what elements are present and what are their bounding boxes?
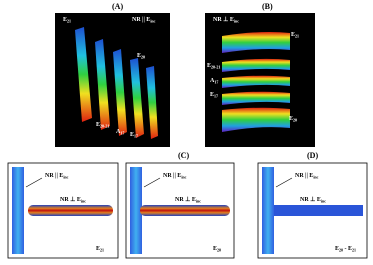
subscript: 20-21 bbox=[100, 124, 109, 129]
subscript: 17 bbox=[214, 80, 218, 85]
subscript: inc bbox=[63, 175, 68, 180]
subscript: 20 bbox=[217, 248, 221, 253]
annotation-text: A bbox=[116, 129, 121, 135]
annotation: NR || Einc bbox=[295, 173, 319, 180]
annotation-text: NR ⊥ E bbox=[300, 196, 321, 203]
annotation: E20 bbox=[213, 246, 221, 253]
annotation-text: E bbox=[63, 17, 67, 23]
annotation-text: E bbox=[291, 32, 295, 38]
annotation: E21 bbox=[96, 246, 104, 253]
annotation-text: E bbox=[207, 63, 211, 69]
ribbons-a bbox=[75, 27, 158, 139]
annotation: NR ⊥ Einc bbox=[213, 16, 239, 24]
annotation-text: E bbox=[130, 132, 134, 138]
horizontal-rod bbox=[274, 205, 363, 216]
subscript: inc bbox=[81, 199, 86, 204]
subscript: 21 bbox=[352, 248, 356, 253]
horizontal-rod bbox=[140, 205, 230, 216]
subscript: 21 bbox=[100, 248, 104, 253]
annotation-text: E bbox=[335, 246, 339, 252]
annotation: A17 bbox=[116, 129, 124, 136]
annotation: E20 - E21 bbox=[335, 246, 356, 253]
annotation: E17 bbox=[130, 132, 138, 139]
panel-label: (C) bbox=[178, 151, 189, 160]
annotation: E21 bbox=[291, 32, 299, 39]
annotation-text: NR || E bbox=[132, 17, 150, 23]
subscript: inc bbox=[234, 19, 239, 24]
subscript: inc bbox=[181, 175, 186, 180]
subscript: inc bbox=[196, 199, 201, 204]
vertical-rod bbox=[12, 167, 24, 254]
subscript: inc bbox=[313, 175, 318, 180]
annotation: NR || Einc bbox=[163, 173, 187, 180]
annotation-text: NR || E bbox=[45, 173, 63, 179]
horizontal-rod bbox=[28, 205, 113, 216]
annotation-text: E bbox=[137, 53, 141, 59]
annotation: NR ⊥ Einc bbox=[175, 196, 201, 204]
annotation: A17 bbox=[210, 78, 218, 85]
subscript: 20-21 bbox=[211, 65, 220, 70]
annotation: E21 bbox=[63, 17, 71, 24]
annotation: E20 bbox=[137, 53, 145, 60]
subscript: 17 bbox=[134, 134, 138, 139]
annotation-text: NR ⊥ E bbox=[60, 196, 81, 203]
subscript: 17 bbox=[120, 131, 124, 136]
annotation-text: NR || E bbox=[295, 173, 313, 179]
subscript: 20 bbox=[141, 55, 145, 60]
annotation: E20 bbox=[289, 116, 297, 123]
vertical-rod bbox=[130, 167, 142, 254]
annotation: E17 bbox=[210, 92, 218, 99]
annotation-text: E bbox=[96, 122, 100, 128]
subscript: 20 bbox=[293, 118, 297, 123]
annotation: NR || Einc bbox=[132, 17, 156, 24]
annotation: E20-21 bbox=[96, 122, 109, 129]
annotation-text: NR ⊥ E bbox=[213, 16, 234, 23]
arrow bbox=[25, 177, 43, 188]
subscript: inc bbox=[150, 19, 155, 24]
vertical-rod bbox=[262, 167, 274, 254]
annotation-text: E bbox=[289, 116, 293, 122]
annotation: NR ⊥ Einc bbox=[300, 196, 326, 204]
arrow bbox=[275, 177, 293, 188]
panel-label: (A) bbox=[112, 2, 123, 11]
annotation: NR ⊥ Einc bbox=[60, 196, 86, 204]
subscript: 21 bbox=[67, 19, 71, 24]
annotation: NR || Einc bbox=[45, 173, 69, 180]
subscript: 17 bbox=[214, 94, 218, 99]
annotation-text: E bbox=[213, 246, 217, 252]
panel-label: (B) bbox=[262, 2, 273, 11]
subscript: inc bbox=[321, 199, 326, 204]
subscript: 21 bbox=[295, 34, 299, 39]
annotation-text: - E bbox=[343, 246, 352, 252]
arrow bbox=[143, 177, 161, 188]
subscript: 20 bbox=[339, 248, 343, 253]
annotation: E20-21 bbox=[207, 63, 220, 70]
bands-b bbox=[222, 32, 290, 132]
annotation-text: E bbox=[96, 246, 100, 252]
panel-label: (D) bbox=[307, 151, 318, 160]
annotation-text: NR || E bbox=[163, 173, 181, 179]
annotation-text: E bbox=[210, 92, 214, 98]
annotation-text: A bbox=[210, 78, 215, 84]
annotation-text: NR ⊥ E bbox=[175, 196, 196, 203]
